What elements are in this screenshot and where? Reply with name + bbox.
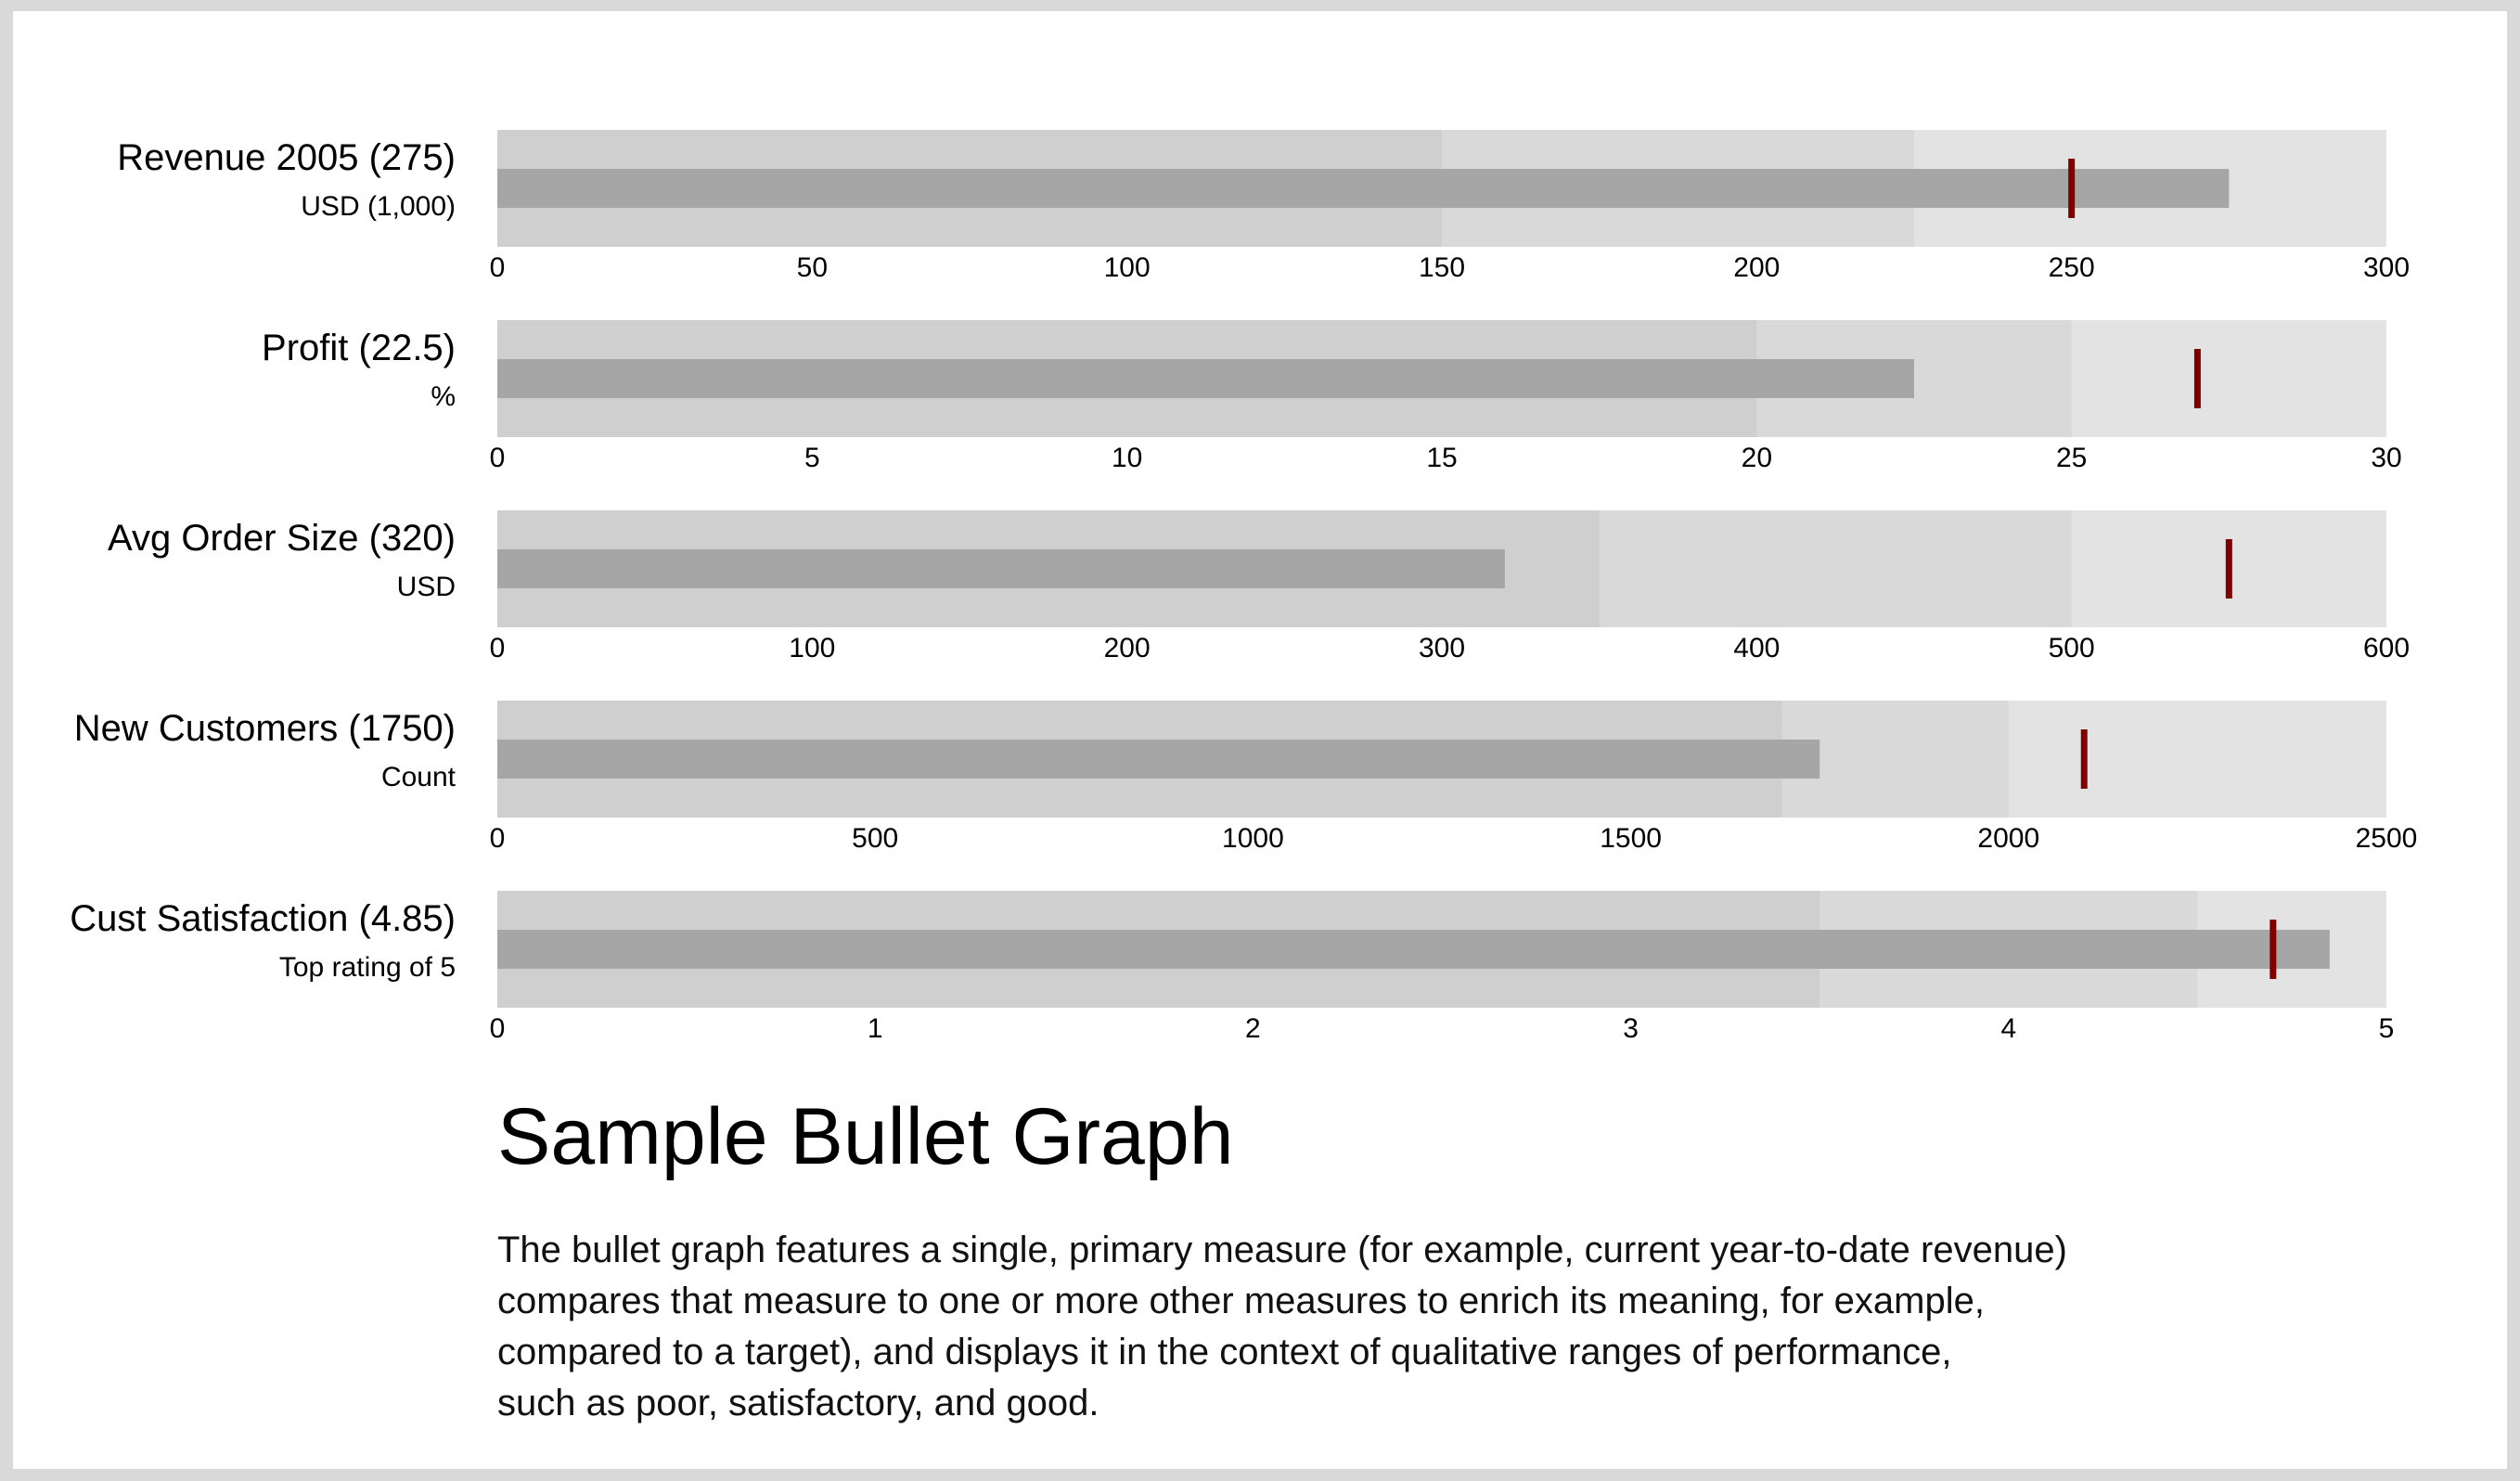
bullet-label: Avg Order Size (320) [108,518,456,559]
tick-label: 1500 [1600,823,1662,854]
measure-bar [497,549,1505,588]
tick-label: 500 [852,823,898,854]
tick-label: 3 [1623,1013,1639,1044]
tick-label: 50 [797,252,828,283]
tick-label: 15 [1426,443,1457,473]
tick-label: 20 [1742,443,1772,473]
bullet-row: Cust Satisfaction (4.85) Top rating of 5 0… [70,891,2394,1044]
bullet-sublabel: Count [381,762,456,792]
description: The bullet graph features a single, prim… [497,1225,2464,1429]
bullet-row: Avg Order Size (320) USD 0 100 200 300 400 500 6… [108,510,2410,663]
tick-label: 4 [2000,1013,2016,1044]
tick-label: 250 [2049,252,2095,283]
tick-label: 100 [789,633,835,663]
bullet-graph-svg: Revenue 2005 (275)USD (1,000)0 50 100 150 20… [70,130,2418,1044]
tick-label: 0 [490,1013,506,1044]
page-title: Sample Bullet Graph [497,1092,1234,1181]
bullet-row: Profit (22.5)% 0 5 10 15 20 25 30 [262,320,2402,473]
tick-label: 25 [2056,443,2087,473]
target-marker [2269,920,2277,979]
tick-label: 0 [490,633,506,663]
tick-label: 30 [2371,443,2401,473]
tick-label: 100 [1104,252,1151,283]
bullet-sublabel: % [431,381,456,412]
measure-bar [497,359,1914,398]
measure-bar [497,169,2230,208]
tick-label: 150 [1419,252,1465,283]
bullet-label: Profit (22.5) [262,328,456,368]
tick-label: 200 [1104,633,1151,663]
tick-label: 300 [2363,252,2410,283]
description-line: such as poor, satisfactory, and good. [497,1383,1099,1423]
tick-label: 300 [1419,633,1465,663]
tick-label: 0 [490,443,506,473]
description-line: compares that measure to one or more oth… [497,1281,1985,1321]
tick-label: 500 [2049,633,2095,663]
tick-label: 5 [2379,1013,2395,1044]
bullet-row: Revenue 2005 (275) USD (1,000) 0 50 100 150 20… [117,130,2410,283]
description-line: compared to a target), and displays it i… [497,1332,1952,1372]
slide: Revenue 2005 (275) USD (1,000) 0 50 100 150 20… [13,11,2507,1469]
bullet-chart-area: Revenue 2005 (275) USD (1,000) 0 50 100 150 20… [13,11,2507,1069]
bullet-label: New Customers (1750) [74,708,456,749]
tick-label: 1000 [1222,823,1284,854]
target-marker [2193,349,2201,408]
tick-label: 600 [2363,633,2410,663]
tick-label: 0 [490,252,506,283]
tick-label: 5 [804,443,820,473]
measure-bar [497,740,1820,779]
target-marker [2225,539,2232,599]
tick-label: 0 [490,823,506,854]
bullet-sublabel: USD [397,572,456,602]
target-marker [2080,729,2088,789]
bullet-label: Revenue 2005 (275) [117,137,456,178]
tick-label: 2 [1245,1013,1261,1044]
tick-label: 1 [868,1013,883,1044]
tick-label: 200 [1733,252,1780,283]
target-marker [2068,159,2076,218]
measure-bar [497,930,2330,969]
tick-label: 2000 [1977,823,2039,854]
bullet-label: Cust Satisfaction (4.85) [70,898,456,939]
tick-label: 10 [1112,443,1142,473]
bullet-sublabel: Top rating of 5 [279,952,456,983]
bullet-row: New Customers (1750) Count 0 500 1000 1500 200… [74,701,2418,854]
tick-label: 2500 [2356,823,2418,854]
bullet-sublabel: USD (1,000) [301,191,456,222]
description-line: The bullet graph features a single, prim… [497,1230,2067,1270]
tick-label: 400 [1733,633,1780,663]
